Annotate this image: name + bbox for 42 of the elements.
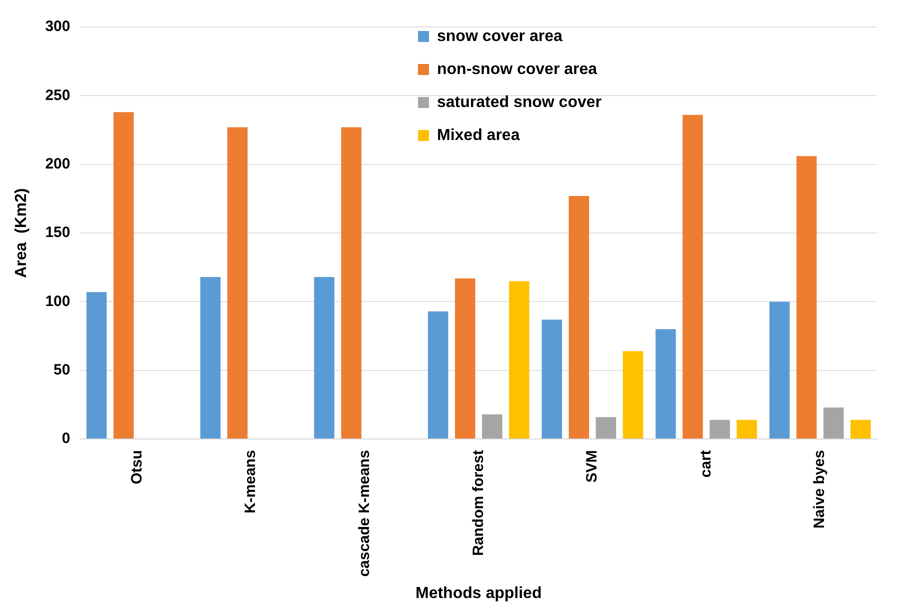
y-axis-title: Area (Km2): [13, 188, 30, 278]
legend-label: non-snow cover area: [437, 60, 598, 78]
x-tick-label: Naive byes: [811, 450, 828, 528]
bar: [341, 127, 362, 439]
y-tick-label: 300: [45, 18, 70, 36]
y-tick-label: 50: [54, 362, 70, 379]
x-tick-label: Otsu: [128, 450, 146, 484]
legend-label: Mixed area: [437, 126, 520, 144]
bar: [542, 320, 562, 439]
bar: [596, 417, 616, 439]
bar: [796, 156, 817, 439]
legend-label: snow cover area: [437, 28, 562, 46]
bar: [656, 329, 676, 439]
y-tick-label: 100: [45, 292, 70, 310]
bar: [314, 276, 334, 439]
bar: [850, 420, 871, 439]
y-tick-label: 200: [45, 155, 70, 172]
x-tick-label: Random forest: [470, 450, 487, 556]
bar: [622, 351, 644, 439]
bar: [710, 420, 730, 439]
bar: [86, 292, 107, 439]
legend-label: saturated snow cover: [437, 94, 602, 112]
bar: [454, 278, 476, 439]
y-tick-label: 250: [45, 86, 70, 104]
bar: [428, 311, 448, 439]
x-tick-label: SVM: [584, 450, 601, 483]
bar: [769, 302, 790, 439]
x-tick-label: cart: [697, 450, 714, 478]
y-tick-label: 0: [62, 430, 70, 448]
x-axis-title: Methods applied: [415, 584, 542, 602]
bar: [200, 276, 221, 439]
y-tick-label: 150: [45, 224, 70, 242]
bar: [509, 281, 530, 439]
bar: [736, 420, 757, 439]
bar: [113, 112, 134, 439]
bar: [227, 127, 248, 439]
bar: [823, 407, 844, 439]
bar: [568, 196, 590, 439]
x-tick-label: K-means: [242, 450, 260, 514]
bar: [482, 414, 502, 439]
bar: [682, 114, 703, 439]
x-tick-label: cascade K-means: [356, 450, 373, 577]
